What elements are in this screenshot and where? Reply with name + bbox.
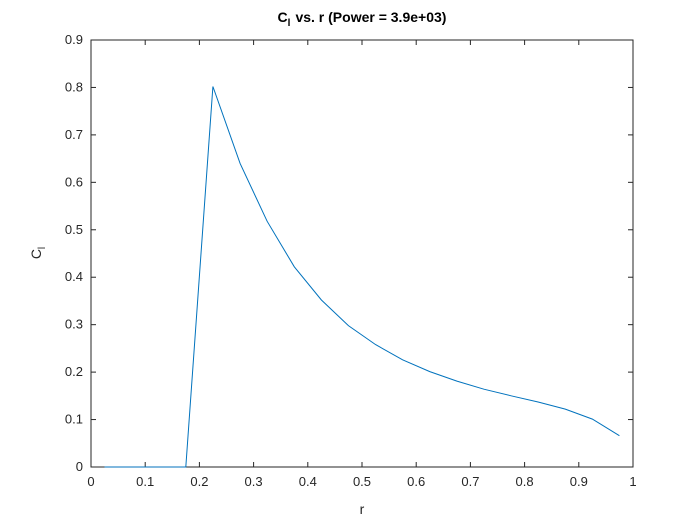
x-tick-label: 1 xyxy=(629,474,636,489)
series-line xyxy=(104,86,620,468)
y-axis-label-subscript: l xyxy=(37,247,48,249)
y-tick-label: 0.6 xyxy=(65,174,83,189)
y-tick-label: 0 xyxy=(76,459,83,474)
y-tick-label: 0.8 xyxy=(65,79,83,94)
y-tick-label: 0.2 xyxy=(65,364,83,379)
x-tick-label: 0.1 xyxy=(136,474,154,489)
y-tick-label: 0.4 xyxy=(65,269,83,284)
x-tick-label: 0.5 xyxy=(353,474,371,489)
x-axis: 0 0.1 0.2 0.3 0.4 0.5 0.6 0.7 0.8 0.9 1 xyxy=(87,40,637,489)
y-tick-label: 0.1 xyxy=(65,412,83,427)
x-tick-label: 0.9 xyxy=(570,474,588,489)
x-tick-label: 0.8 xyxy=(516,474,534,489)
y-tick-label: 0.9 xyxy=(65,32,83,47)
title-subscript: l xyxy=(288,18,291,29)
title-symbol: C xyxy=(278,9,288,25)
x-tick-label: 0 xyxy=(87,474,94,489)
x-tick-label: 0.2 xyxy=(190,474,208,489)
title-text: vs. r (Power = 3.9e+03) xyxy=(295,9,446,25)
x-tick-label: 0.6 xyxy=(407,474,425,489)
x-axis-label: r xyxy=(360,501,365,517)
y-tick-label: 0.5 xyxy=(65,222,83,237)
x-tick-label: 0.7 xyxy=(461,474,479,489)
x-tick-label: 0.3 xyxy=(245,474,263,489)
chart-title: Cl vs. r (Power = 3.9e+03) xyxy=(278,9,447,29)
y-tick-label: 0.7 xyxy=(65,127,83,142)
y-axis-label: Cl xyxy=(28,247,48,259)
y-axis: 0 0.1 0.2 0.3 0.4 0.5 0.6 0.7 0.8 0.9 xyxy=(65,32,633,474)
x-tick-label: 0.4 xyxy=(299,474,317,489)
y-axis-label-symbol: C xyxy=(28,249,44,259)
y-tick-label: 0.3 xyxy=(65,317,83,332)
plot-area xyxy=(90,39,634,468)
